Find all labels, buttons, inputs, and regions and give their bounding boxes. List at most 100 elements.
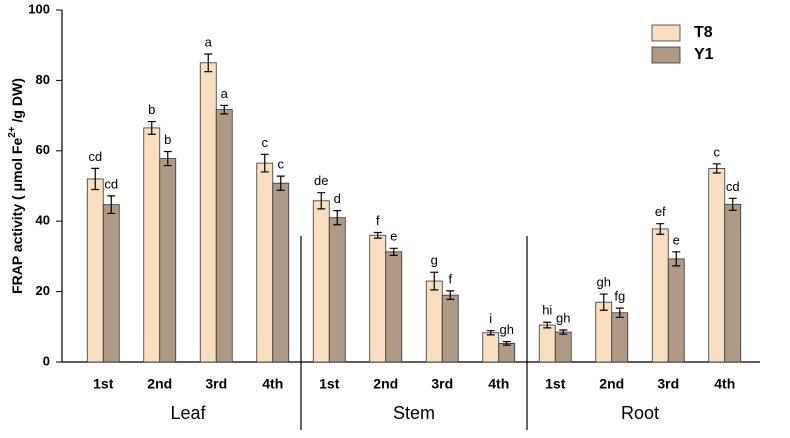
group-label: Stem: [393, 403, 435, 423]
error-bar: [430, 271, 439, 291]
significance-letter: f: [376, 213, 380, 228]
x-tick-label: 3rd: [431, 376, 453, 392]
legend-label: T8: [694, 24, 713, 41]
error-bar: [317, 192, 326, 210]
bar: [86, 178, 104, 363]
y-tick-label: 60: [36, 142, 50, 157]
significance-letter: b: [164, 132, 171, 147]
error-bar: [204, 53, 213, 73]
error-bar: [672, 251, 681, 267]
bar: [538, 324, 556, 363]
error-bar: [389, 247, 398, 256]
bar: [595, 301, 613, 363]
legend-label: Y1: [694, 46, 714, 63]
x-tick-label: 4th: [488, 376, 509, 392]
significance-letter: cd: [88, 149, 102, 164]
bar: [328, 217, 346, 363]
bar: [482, 332, 500, 363]
y-label-text: FRAP activity ( μmol Fe: [9, 138, 25, 294]
error-bar: [486, 330, 495, 336]
error-bar: [656, 223, 665, 235]
error-bar: [599, 293, 608, 311]
bar: [312, 200, 330, 363]
significance-letter: b: [148, 102, 155, 117]
x-tick-label: 3rd: [657, 376, 679, 392]
significance-letter: a: [221, 86, 229, 101]
significance-letter: d: [334, 191, 341, 206]
bar: [498, 342, 516, 363]
x-tick-label: 1st: [319, 376, 340, 392]
significance-letter: c: [714, 144, 721, 159]
bar: [425, 280, 443, 363]
significance-letter: gh: [556, 310, 570, 325]
significance-letter: c: [278, 157, 285, 172]
significance-letter: c: [262, 135, 269, 150]
bar: [611, 312, 629, 363]
significance-letter: cd: [726, 179, 740, 194]
significance-letter: fg: [614, 289, 625, 304]
significance-letter: cd: [104, 176, 118, 191]
error-bar: [373, 231, 382, 239]
bar: [143, 127, 161, 363]
bar: [554, 331, 572, 363]
y-label-suffix: /g DW): [9, 78, 25, 126]
legend-swatch: [651, 24, 681, 42]
bar: [385, 251, 403, 363]
bar: [724, 203, 742, 363]
error-bar: [260, 153, 269, 173]
x-tick-label: 2nd: [373, 376, 398, 392]
bar: [667, 258, 685, 363]
error-bar: [333, 210, 342, 226]
significance-letter: hi: [542, 303, 552, 318]
error-bar: [107, 195, 116, 215]
error-bar: [91, 167, 100, 191]
significance-letter: e: [673, 232, 680, 247]
significance-letter: i: [489, 311, 492, 326]
x-tick-label: 1st: [93, 376, 114, 392]
error-bar: [502, 340, 511, 346]
error-bar: [220, 104, 229, 115]
significance-letter: f: [448, 271, 452, 286]
x-tick-label: 2nd: [147, 376, 172, 392]
legend-swatch: [651, 46, 681, 64]
y-tick-label: 80: [36, 72, 50, 87]
bar: [199, 62, 217, 363]
group-label: Leaf: [170, 403, 206, 423]
error-bar: [728, 197, 737, 211]
bar: [708, 167, 726, 363]
bar: [159, 158, 177, 363]
y-tick-label: 0: [43, 353, 50, 368]
bar: [651, 228, 669, 363]
x-tick-label: 4th: [714, 376, 735, 392]
y-axis-label: FRAP activity ( μmol Fe2+ /g DW): [7, 78, 25, 294]
y-tick-label: 40: [36, 213, 50, 228]
x-tick-label: 3rd: [205, 376, 227, 392]
significance-letter: gh: [597, 275, 611, 290]
bar: [215, 109, 233, 363]
y-tick-label: 100: [28, 1, 50, 16]
error-bar: [163, 150, 172, 167]
significance-letter: a: [205, 34, 213, 49]
bar: [441, 294, 459, 363]
bar: [256, 162, 274, 363]
significance-letter: de: [314, 173, 328, 188]
error-bar: [543, 321, 552, 329]
error-bar: [615, 307, 624, 318]
x-tick-label: 2nd: [599, 376, 624, 392]
bar: [272, 182, 290, 363]
x-tick-label: 1st: [545, 376, 566, 392]
bar: [102, 204, 120, 363]
significance-letter: e: [390, 229, 397, 244]
bar: [369, 234, 387, 363]
x-tick-label: 4th: [262, 376, 283, 392]
significance-letter: gh: [500, 322, 514, 337]
y-label-sup: 2+: [7, 126, 18, 138]
error-bar: [446, 290, 455, 300]
error-bar: [147, 120, 156, 135]
significance-letter: ef: [655, 204, 666, 219]
significance-letter: g: [431, 253, 438, 268]
group-label: Root: [621, 403, 659, 423]
error-bar: [712, 163, 721, 174]
y-tick-label: 20: [36, 283, 50, 298]
